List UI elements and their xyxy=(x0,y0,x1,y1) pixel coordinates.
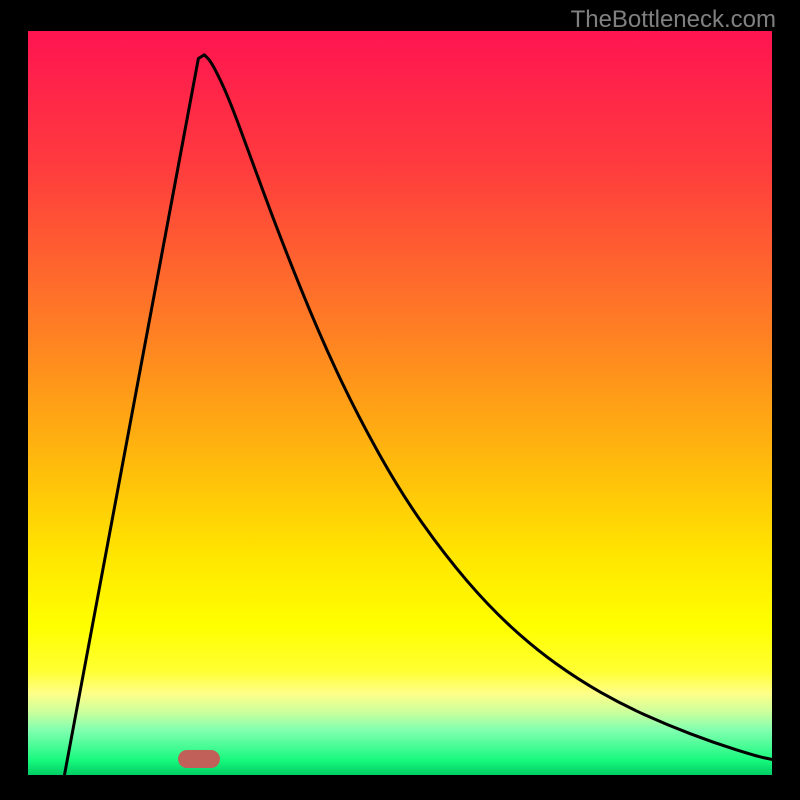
watermark-text: TheBottleneck.com xyxy=(571,6,776,34)
plot-gradient-background xyxy=(28,31,772,775)
chart-container: TheBottleneck.com xyxy=(0,0,800,800)
optimum-marker xyxy=(178,750,220,768)
